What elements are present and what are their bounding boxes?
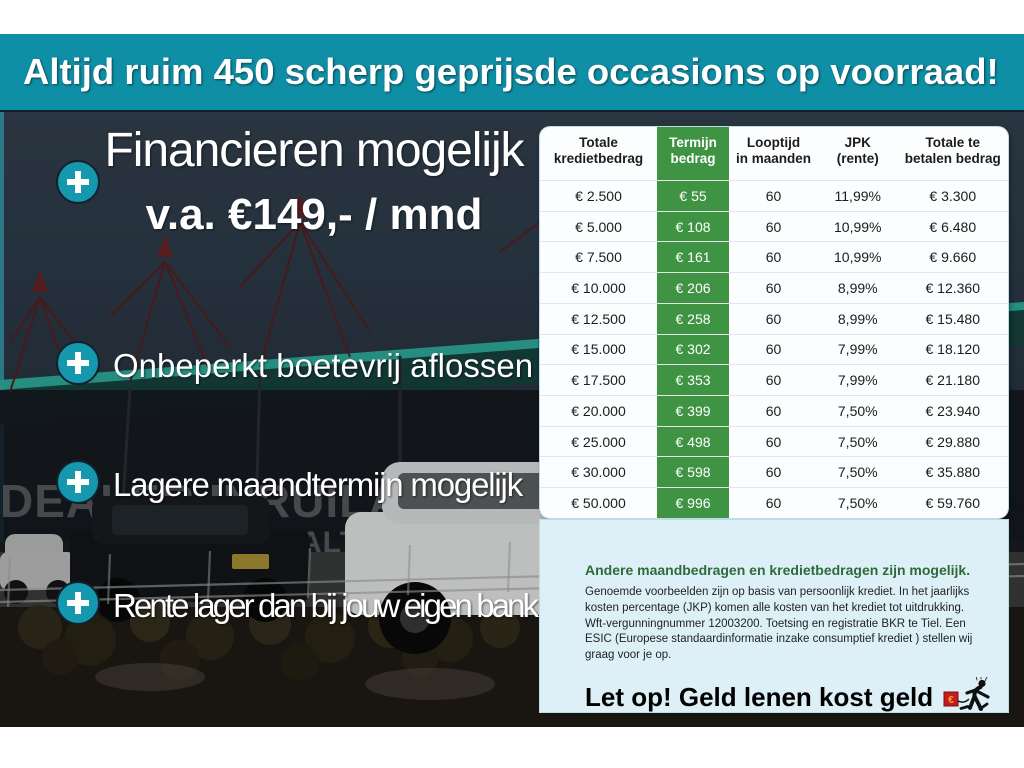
svg-text:€: € [948, 694, 954, 706]
